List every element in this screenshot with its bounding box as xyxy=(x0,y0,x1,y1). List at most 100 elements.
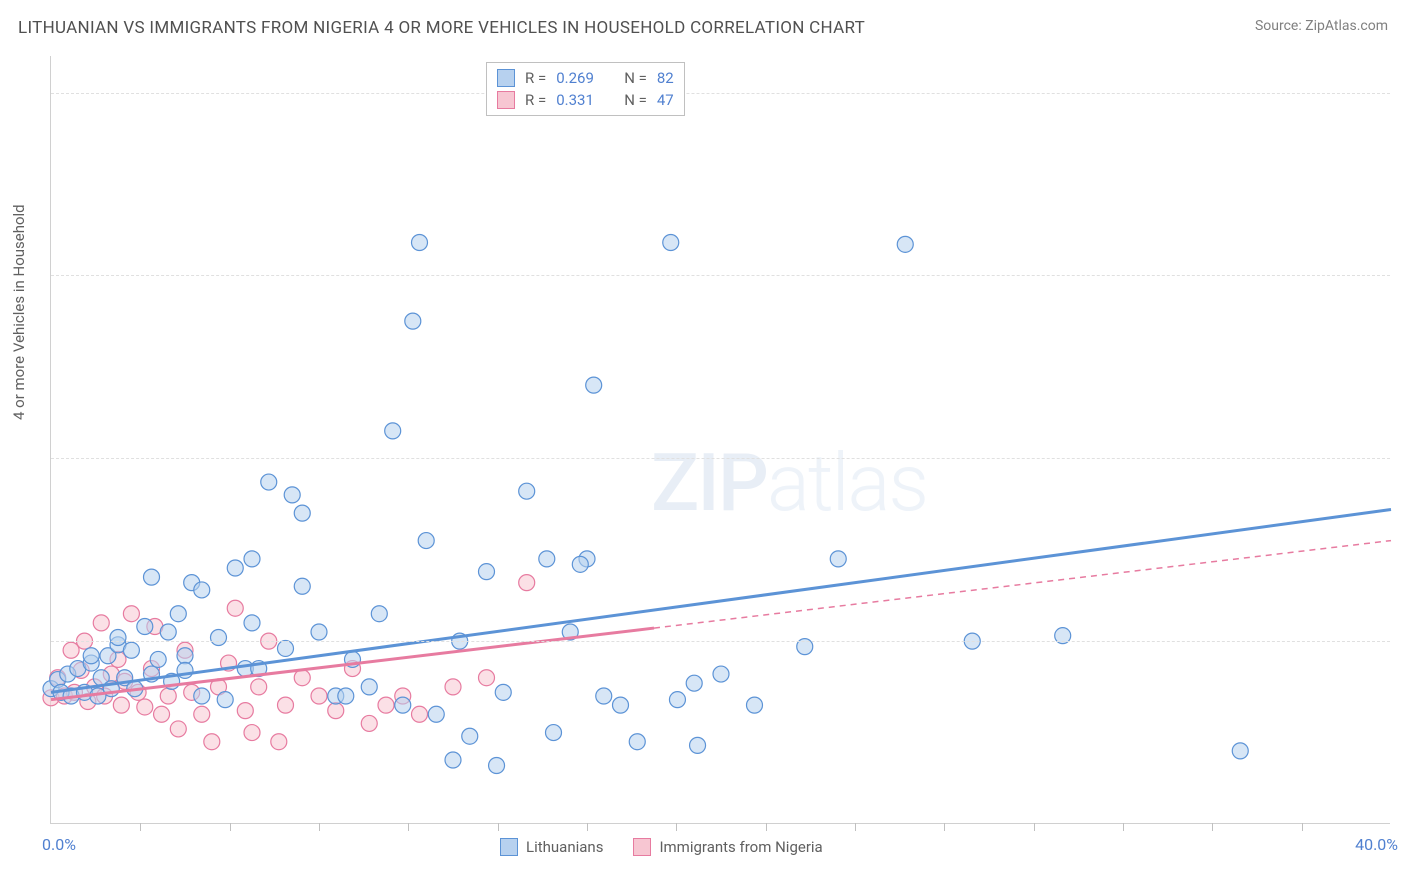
data-point xyxy=(311,688,327,704)
data-point xyxy=(479,670,495,686)
data-point xyxy=(371,606,387,622)
y-tick-label: 20.0% xyxy=(1395,448,1406,467)
data-point xyxy=(546,725,562,741)
data-point xyxy=(278,697,294,713)
y-axis-label: 4 or more Vehicles in Household xyxy=(10,204,28,420)
data-point xyxy=(194,688,210,704)
data-point xyxy=(137,619,153,635)
data-point xyxy=(83,648,99,664)
legend-item: Immigrants from Nigeria xyxy=(633,838,822,856)
data-point xyxy=(663,235,679,251)
x-tick xyxy=(676,823,677,831)
n-label: N = xyxy=(624,91,647,109)
data-point xyxy=(194,706,210,722)
y-tick-label: 30.0% xyxy=(1395,265,1406,284)
x-tick xyxy=(408,823,409,831)
data-point xyxy=(519,483,535,499)
legend-swatch xyxy=(497,91,515,109)
n-value: 82 xyxy=(657,69,674,87)
data-point xyxy=(338,688,354,704)
x-tick xyxy=(587,823,588,831)
data-point xyxy=(227,560,243,576)
x-tick xyxy=(319,823,320,831)
data-point xyxy=(445,679,461,695)
data-point xyxy=(123,642,139,658)
data-point xyxy=(284,487,300,503)
data-point xyxy=(479,564,495,580)
x-tick xyxy=(1302,823,1303,831)
legend-label: Lithuanians xyxy=(526,838,603,856)
trend-line xyxy=(51,509,1391,692)
data-point xyxy=(113,697,129,713)
gridline xyxy=(51,93,1390,94)
data-point xyxy=(244,615,260,631)
data-point xyxy=(897,236,913,252)
data-point xyxy=(261,474,277,490)
data-point xyxy=(489,757,505,773)
data-point xyxy=(395,697,411,713)
data-point xyxy=(690,737,706,753)
data-point xyxy=(110,629,126,645)
data-point xyxy=(154,706,170,722)
data-point xyxy=(669,692,685,708)
x-tick xyxy=(1034,823,1035,831)
data-point xyxy=(385,423,401,439)
data-point xyxy=(445,752,461,768)
data-point xyxy=(686,675,702,691)
data-point xyxy=(418,533,434,549)
r-value: 0.331 xyxy=(556,91,606,109)
data-point xyxy=(144,569,160,585)
data-point xyxy=(1232,743,1248,759)
legend-swatch xyxy=(500,838,518,856)
trend-line xyxy=(51,628,654,700)
data-point xyxy=(361,715,377,731)
data-point xyxy=(539,551,555,567)
data-point xyxy=(328,703,344,719)
data-point xyxy=(160,688,176,704)
correlation-legend: R =0.269N =82R =0.331N =47 xyxy=(486,62,685,116)
chart-title: LITHUANIAN VS IMMIGRANTS FROM NIGERIA 4 … xyxy=(18,18,865,38)
data-point xyxy=(378,697,394,713)
data-point xyxy=(194,582,210,598)
data-point xyxy=(412,235,428,251)
data-point xyxy=(830,551,846,567)
data-point xyxy=(294,670,310,686)
x-tick xyxy=(1212,823,1213,831)
data-point xyxy=(462,728,478,744)
data-point xyxy=(227,600,243,616)
data-point xyxy=(170,606,186,622)
data-point xyxy=(713,666,729,682)
data-point xyxy=(586,377,602,393)
legend-swatch xyxy=(497,69,515,87)
data-point xyxy=(311,624,327,640)
data-point xyxy=(211,629,227,645)
y-tick-label: 40.0% xyxy=(1395,83,1406,102)
r-label: R = xyxy=(525,91,546,109)
r-label: R = xyxy=(525,69,546,87)
data-point xyxy=(412,706,428,722)
n-label: N = xyxy=(624,69,647,87)
legend-label: Immigrants from Nigeria xyxy=(659,838,822,856)
data-point xyxy=(177,648,193,664)
data-point xyxy=(519,575,535,591)
n-value: 47 xyxy=(657,91,674,109)
data-point xyxy=(217,692,233,708)
series-legend: Lithuanians Immigrants from Nigeria xyxy=(500,838,823,856)
data-point xyxy=(123,606,139,622)
data-point xyxy=(244,551,260,567)
data-point xyxy=(137,699,153,715)
data-point xyxy=(572,556,588,572)
x-tick xyxy=(140,823,141,831)
data-point xyxy=(495,684,511,700)
gridline xyxy=(51,275,1390,276)
x-tick xyxy=(230,823,231,831)
x-tick xyxy=(766,823,767,831)
data-point xyxy=(405,313,421,329)
x-axis-min-label: 0.0% xyxy=(42,835,76,854)
data-point xyxy=(204,734,220,750)
data-point xyxy=(278,640,294,656)
legend-row: R = 0.331 N = 47 xyxy=(497,89,674,111)
gridline xyxy=(51,641,1390,642)
x-axis-max-label: 40.0% xyxy=(1355,835,1398,854)
data-point xyxy=(170,721,186,737)
